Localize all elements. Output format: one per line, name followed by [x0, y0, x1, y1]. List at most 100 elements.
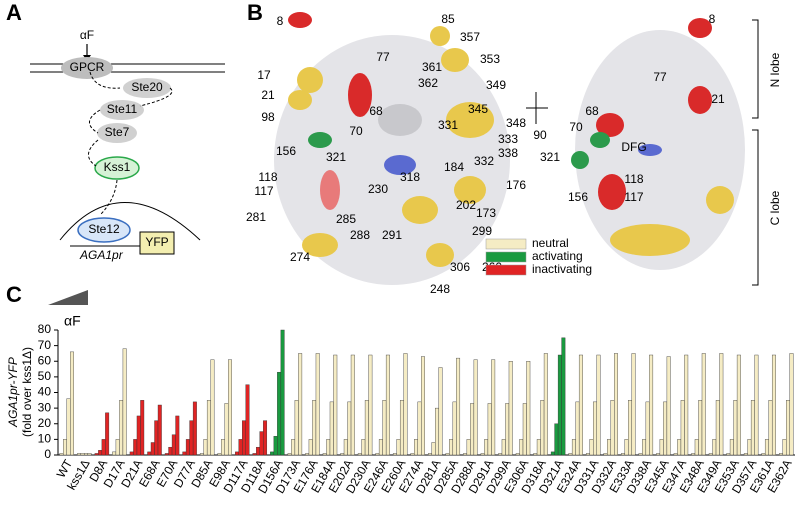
- bar: [105, 412, 110, 456]
- sphere: [688, 86, 712, 114]
- node-label: Ste12: [88, 222, 120, 236]
- lobe-bracket: [752, 19, 759, 286]
- bar: [708, 453, 713, 456]
- residue-label: 321: [326, 150, 346, 164]
- bar: [343, 439, 348, 456]
- y-tick-label: 40: [38, 385, 52, 399]
- residue-label: 156: [276, 144, 296, 158]
- bar: [287, 453, 292, 456]
- ligand: [638, 144, 662, 156]
- bar: [203, 439, 208, 456]
- sphere: [426, 243, 454, 267]
- bar: [747, 439, 752, 456]
- structure-labels: 8 85 357 77 361 353 17 362 349 21 345 98 68 348 70 331 3…: [246, 12, 725, 296]
- bar: [726, 453, 731, 456]
- bar: [568, 453, 573, 456]
- residue-label: 8: [709, 12, 716, 26]
- residue-label: 361: [422, 60, 442, 74]
- bar: [280, 329, 285, 456]
- bar: [164, 453, 169, 456]
- bar: [445, 453, 450, 456]
- bar: [294, 400, 299, 456]
- bar: [242, 420, 246, 456]
- bar: [112, 451, 117, 456]
- bar: [642, 439, 647, 456]
- y-tick-label: 10: [38, 432, 52, 446]
- sphere: [454, 176, 486, 204]
- bar: [396, 439, 401, 456]
- bar: [480, 453, 485, 456]
- bar: [399, 400, 404, 456]
- bar: [614, 353, 618, 456]
- bar: [585, 453, 590, 456]
- bar: [610, 400, 615, 456]
- bar: [238, 439, 243, 456]
- rotation-label: 90: [533, 128, 547, 142]
- bar: [364, 400, 369, 456]
- bar: [140, 400, 145, 456]
- bar: [470, 403, 475, 456]
- bar: [210, 359, 215, 456]
- bar: [129, 451, 134, 456]
- bar: [761, 453, 766, 456]
- bar: [750, 400, 755, 456]
- bar: [168, 446, 173, 456]
- bar: [382, 400, 387, 456]
- reporter-box: [139, 231, 175, 255]
- bar: [698, 400, 703, 456]
- bar: [743, 453, 748, 456]
- dose-triangle: [48, 290, 88, 305]
- bar: [508, 361, 513, 456]
- residue-label: 8: [277, 14, 284, 28]
- y-tick-label: 50: [38, 369, 52, 383]
- legend-swatch: [485, 251, 527, 263]
- bar-chart: 01020304050607080WTkss1ΔD8AD17AD21AE68AE…: [38, 322, 795, 496]
- bar: [189, 420, 194, 456]
- bar: [789, 353, 794, 456]
- bar: [578, 354, 583, 456]
- y-tick-label: 60: [38, 353, 52, 367]
- ligand-label: αF: [80, 28, 94, 42]
- bar: [663, 401, 668, 456]
- bar: [736, 354, 741, 456]
- residue-label: 306: [450, 260, 470, 274]
- residue-label: 77: [653, 70, 667, 84]
- bar: [786, 400, 790, 456]
- sphere: [402, 196, 438, 224]
- sphere: [288, 90, 312, 110]
- bar: [305, 453, 310, 456]
- bar: [526, 361, 531, 456]
- bar: [147, 451, 152, 456]
- bar: [392, 453, 397, 456]
- bar: [347, 401, 352, 456]
- bar: [684, 354, 689, 456]
- structure-right: [571, 18, 745, 270]
- sphere: [288, 12, 312, 28]
- bar: [298, 353, 303, 456]
- bar: [175, 415, 180, 456]
- bar: [375, 453, 380, 456]
- residue-label: 357: [460, 30, 480, 44]
- bar: [277, 371, 282, 456]
- bar: [677, 439, 682, 456]
- bar: [59, 453, 64, 456]
- bar: [505, 403, 510, 456]
- bar: [333, 354, 338, 456]
- legend-label: inactivating: [532, 262, 592, 276]
- bar: [421, 356, 425, 456]
- bar: [171, 434, 176, 456]
- bar: [554, 423, 559, 456]
- node-label: YFP: [145, 235, 168, 249]
- y-tick-label: 30: [38, 400, 52, 414]
- bar: [656, 453, 661, 456]
- sphere: [441, 48, 469, 72]
- residue-label: 117: [254, 184, 273, 198]
- residue-label: 21: [711, 92, 725, 106]
- residue-label: 184: [444, 160, 464, 174]
- sphere: [688, 18, 712, 38]
- bar: [779, 453, 783, 456]
- node: [61, 57, 113, 79]
- bar: [368, 354, 373, 456]
- y-tick-label: 0: [44, 447, 51, 461]
- bar: [638, 453, 643, 456]
